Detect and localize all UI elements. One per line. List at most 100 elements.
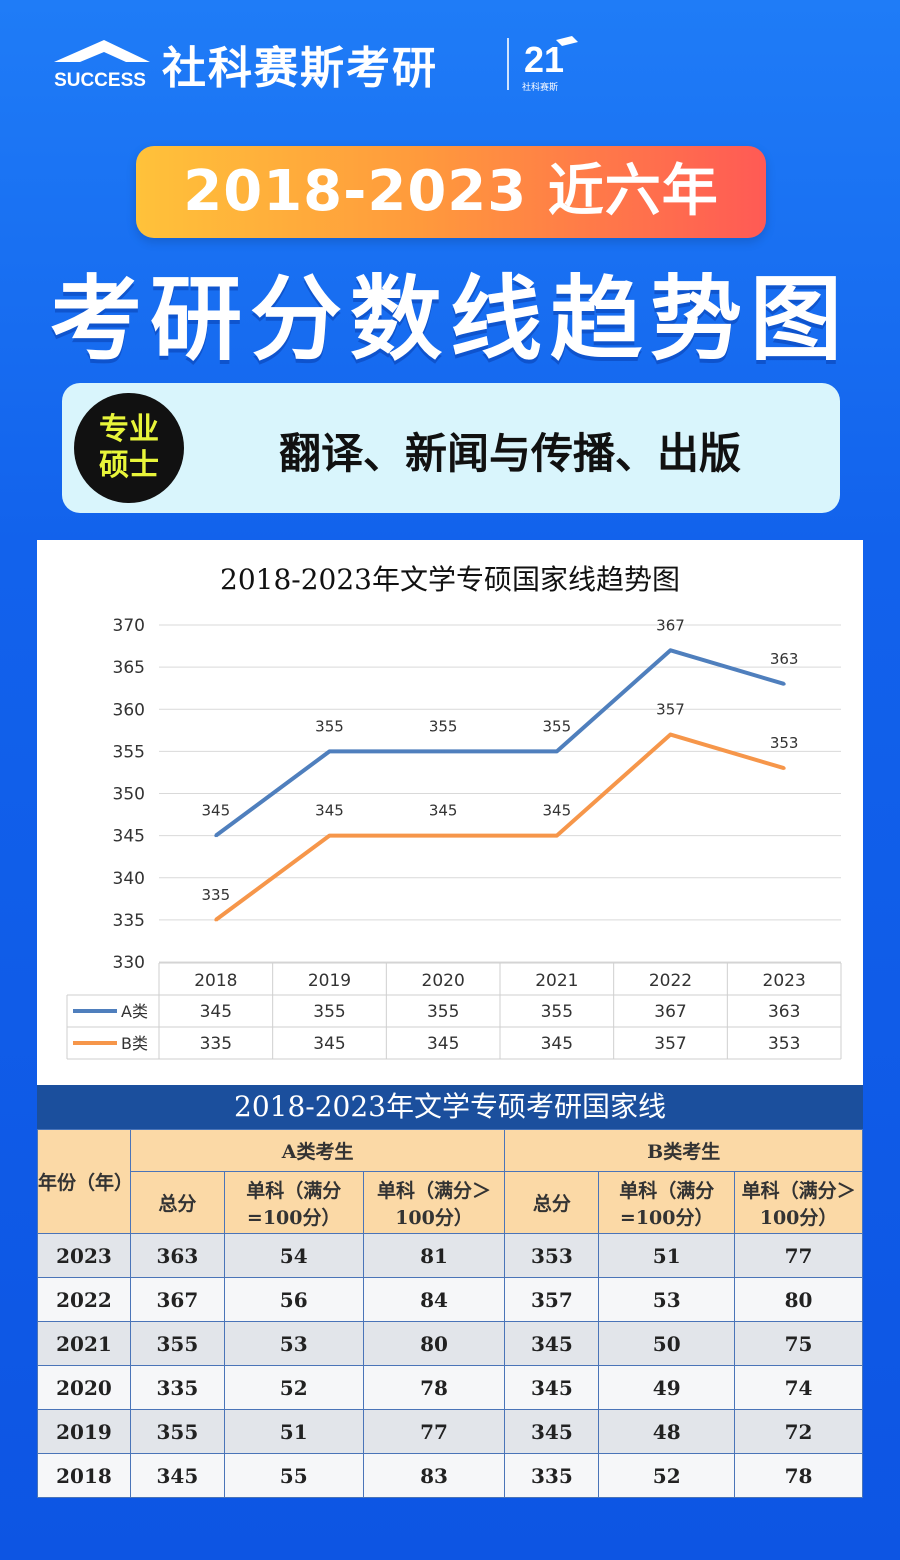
table-value: 345 xyxy=(541,1034,573,1054)
x-tick-label: 2022 xyxy=(649,971,692,991)
legend-label: B类 xyxy=(121,1034,148,1053)
table-cell-year: 2019 xyxy=(37,1409,131,1454)
data-point xyxy=(441,749,445,753)
table-row: 2021 355 53 80 345 50 75 xyxy=(37,1321,863,1366)
data-point xyxy=(328,749,331,753)
logo-text: SUCCESS xyxy=(54,70,146,91)
table-cell-a-s100: 54 xyxy=(223,1233,364,1278)
table-cell-year: 2023 xyxy=(37,1233,131,1278)
data-point xyxy=(669,733,672,737)
table-value: 355 xyxy=(427,1002,459,1022)
page-title: 考研分数线趋势图 xyxy=(49,266,850,373)
table-cell-b-total: 345 xyxy=(504,1321,600,1366)
data-point xyxy=(555,749,559,753)
series-line-b xyxy=(214,732,785,922)
table-cell-b-total: 345 xyxy=(504,1365,600,1410)
x-tick-label: 2018 xyxy=(194,971,237,991)
table-cell-b-sgt: 80 xyxy=(734,1277,863,1322)
table-cell-b-s100: 52 xyxy=(598,1453,736,1498)
table-cell-b-sgt: 74 xyxy=(734,1365,863,1410)
degree-tag-line2: 硕士 xyxy=(99,448,159,483)
table-value: 353 xyxy=(768,1034,800,1054)
table-cell-a-s100: 53 xyxy=(223,1321,364,1366)
data-label: 357 xyxy=(656,701,685,719)
header-b-single-100: 单科（满分=100分） xyxy=(598,1171,736,1234)
y-tick-label: 355 xyxy=(113,742,145,762)
table-cell-a-s100: 56 xyxy=(223,1277,364,1322)
table-row: 2018 345 55 83 335 52 78 xyxy=(37,1453,863,1498)
table-cell-a-total: 363 xyxy=(129,1233,225,1278)
table-value: 363 xyxy=(768,1002,800,1022)
legend-label: A类 xyxy=(121,1002,148,1021)
series-line-a xyxy=(214,648,785,838)
header-year: 年份（年） xyxy=(37,1129,133,1234)
table-cell-b-total: 357 xyxy=(504,1277,600,1322)
degree-tag: 专业 硕士 xyxy=(74,393,184,503)
table-value: 345 xyxy=(427,1034,459,1054)
data-label: 355 xyxy=(429,717,458,735)
table-cell-a-sgt: 77 xyxy=(362,1409,506,1454)
table-value: 345 xyxy=(313,1034,345,1054)
table-cell-b-total: 345 xyxy=(504,1409,600,1454)
table-cell-a-s100: 55 xyxy=(223,1453,364,1498)
table-cell-a-total: 367 xyxy=(129,1277,225,1322)
table-cell-b-s100: 48 xyxy=(598,1409,736,1454)
table-cell-b-s100: 49 xyxy=(598,1365,736,1410)
table-cell-a-sgt: 78 xyxy=(362,1365,506,1410)
data-point xyxy=(782,682,786,686)
y-tick-label: 370 xyxy=(113,616,145,636)
table-cell-a-sgt: 84 xyxy=(362,1277,506,1322)
table-cell-b-s100: 53 xyxy=(598,1277,736,1322)
y-tick-label: 360 xyxy=(113,700,145,720)
header-b-single-over100: 单科（满分＞100分） xyxy=(734,1171,863,1234)
table-cell-b-s100: 50 xyxy=(598,1321,736,1366)
x-tick-label: 2020 xyxy=(422,971,465,991)
table-cell-a-total: 345 xyxy=(129,1453,225,1498)
header-group-b: B类考生 xyxy=(504,1129,863,1172)
badge-caption: 社科赛斯 xyxy=(522,81,558,93)
data-label: 355 xyxy=(543,717,572,735)
table-cell-b-sgt: 78 xyxy=(734,1453,863,1498)
table-cell-a-s100: 51 xyxy=(223,1409,364,1454)
header: SUCCESS 社科赛斯考研 21 社科赛斯 xyxy=(0,0,900,130)
data-point xyxy=(441,834,445,838)
data-label: 345 xyxy=(429,802,458,820)
header-group-a: A类考生 xyxy=(129,1129,506,1172)
y-tick-label: 340 xyxy=(113,869,145,889)
chart-title: 2018-2023年文学专硕国家线趋势图 xyxy=(220,563,680,596)
table-cell-year: 2021 xyxy=(37,1321,131,1366)
trend-chart: 330 335 340 345 350 355 360 365 370 345 355 355 355 3… xyxy=(66,616,842,1060)
table-value: 355 xyxy=(541,1002,573,1022)
table-row: 2019 355 51 77 345 48 72 xyxy=(37,1409,863,1454)
table-value: 345 xyxy=(200,1002,232,1022)
data-label: 345 xyxy=(543,802,572,820)
table-title: 2018-2023年文学专硕考研国家线 xyxy=(37,1085,863,1129)
x-tick-label: 2023 xyxy=(763,971,806,991)
table-row: 2023 363 54 81 353 51 77 xyxy=(37,1233,863,1278)
table-cell-a-sgt: 83 xyxy=(362,1453,506,1498)
table-cell-b-s100: 51 xyxy=(598,1233,736,1278)
header-a-single-100: 单科（满分=100分） xyxy=(223,1171,364,1234)
score-table: 年份（年） A类考生 B类考生 总分 单科（满分=100分） 单科（满分＞100… xyxy=(37,1129,863,1498)
data-label: 363 xyxy=(770,650,799,668)
table-cell-a-sgt: 81 xyxy=(362,1233,506,1278)
table-cell-year: 2018 xyxy=(37,1453,131,1498)
header-a-single-over100: 单科（满分＞100分） xyxy=(362,1171,506,1234)
svg-text:21: 21 xyxy=(524,39,564,80)
table-cell-year: 2022 xyxy=(37,1277,131,1322)
data-label: 345 xyxy=(202,802,231,820)
table-value: 357 xyxy=(654,1034,686,1054)
table-cell-b-sgt: 77 xyxy=(734,1233,863,1278)
table-cell-b-total: 353 xyxy=(504,1233,600,1278)
table-cell-b-total: 335 xyxy=(504,1453,600,1498)
brand-name: 社科赛斯考研 xyxy=(162,43,438,94)
table-value: 355 xyxy=(313,1002,345,1022)
table-value: 367 xyxy=(654,1002,686,1022)
table-cell-a-s100: 52 xyxy=(223,1365,364,1410)
data-label: 335 xyxy=(202,886,231,904)
table-cell-a-total: 355 xyxy=(129,1321,225,1366)
data-point xyxy=(328,834,331,838)
years-text: 2018-2023 近六年 xyxy=(183,159,719,224)
x-tick-label: 2021 xyxy=(535,971,578,991)
data-label: 367 xyxy=(656,616,685,634)
